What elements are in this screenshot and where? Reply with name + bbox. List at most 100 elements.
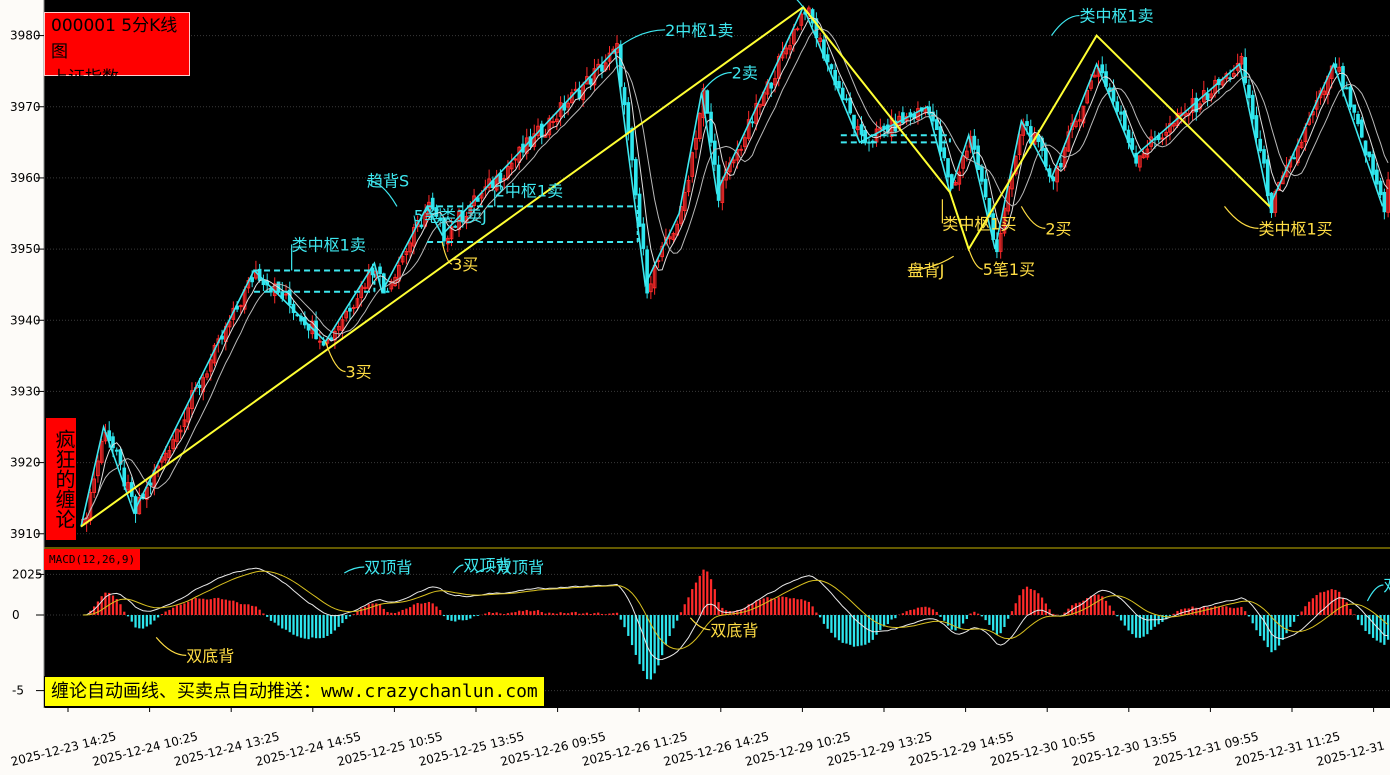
- candle-body: [1160, 137, 1165, 140]
- candle-body: [438, 217, 443, 221]
- annotation-label: 2卖: [732, 64, 758, 83]
- candle-body: [1171, 122, 1176, 127]
- pivot-zones: [254, 134, 951, 293]
- candle-body: [137, 497, 142, 515]
- candle-body: [344, 310, 349, 319]
- candle-body: [769, 82, 774, 89]
- candle-body: [1025, 121, 1029, 127]
- candle-body: [1337, 66, 1342, 72]
- annotation-arrow: [366, 179, 398, 207]
- annotation-label: 类中枢1卖: [1079, 7, 1153, 26]
- annotation-label: 双顶背: [496, 558, 544, 577]
- candle-body: [750, 121, 755, 124]
- candle-body: [878, 126, 883, 131]
- candle-body: [953, 182, 958, 186]
- candle-body: [957, 171, 962, 185]
- annotation-arrow: [441, 241, 453, 265]
- candle-body: [269, 288, 273, 293]
- candle-body: [415, 221, 420, 228]
- candle-body: [1017, 134, 1022, 156]
- candle-body: [1348, 86, 1353, 108]
- macd-lines: [82, 567, 1389, 661]
- candle-body: [1002, 207, 1007, 234]
- candle-body: [408, 242, 412, 253]
- candle-body: [378, 266, 382, 275]
- candle-body: [965, 150, 969, 159]
- candle-body: [555, 118, 559, 123]
- candle-body: [1141, 153, 1146, 159]
- candle-body: [1228, 77, 1232, 80]
- price-tick-label: 3940: [10, 313, 41, 327]
- candle-body: [1066, 131, 1071, 152]
- stroke-line: [80, 5, 1384, 527]
- candle-body: [201, 377, 206, 393]
- candle-body: [855, 126, 860, 131]
- candle-body: [336, 325, 341, 331]
- annotation-arrow: [1224, 206, 1259, 229]
- candle-body: [968, 136, 973, 148]
- candle-body: [1262, 149, 1266, 164]
- annotations: 类中枢1卖3买趋背S5笔类1卖J2中枢1卖3买2中枢1卖2卖类中枢1卖类中枢1买…: [291, 0, 1333, 382]
- annotation-label: 双顶背: [463, 556, 511, 575]
- candle-body: [182, 419, 187, 428]
- candle-body: [916, 108, 920, 121]
- candle-body: [746, 119, 751, 139]
- annotation-arrow: [701, 71, 732, 93]
- macd-tick-label: 2025: [12, 567, 43, 581]
- candle-body: [754, 103, 759, 124]
- candle-body: [1119, 111, 1123, 115]
- candle-body: [743, 137, 747, 148]
- candle-body: [795, 28, 800, 31]
- price-axis: 3910 3920 3930 3940 3950 3960 3970 3980: [10, 29, 44, 541]
- candle-body: [348, 307, 352, 312]
- candle-body: [634, 159, 638, 196]
- candle-body: [163, 452, 168, 461]
- candle-body: [114, 449, 119, 452]
- annotation-label: 类中枢1买: [1258, 219, 1332, 238]
- candle-body: [509, 162, 514, 170]
- candle-body: [1092, 74, 1097, 78]
- candle-body: [1115, 101, 1120, 112]
- candle-body: [934, 119, 939, 131]
- candle-body: [705, 90, 710, 114]
- candle-body: [840, 87, 845, 100]
- candle-body: [859, 124, 864, 135]
- candle-body: [1051, 176, 1056, 182]
- candle-body: [99, 440, 104, 463]
- candle-body: [1077, 119, 1082, 122]
- candle-body: [773, 78, 777, 86]
- candle-body: [1367, 151, 1372, 158]
- candle-body: [976, 145, 980, 170]
- candle-body: [1352, 104, 1357, 113]
- candle-body: [167, 450, 172, 459]
- candle-body: [1318, 90, 1323, 99]
- candle-body: [791, 28, 796, 45]
- candle-body: [1239, 55, 1244, 65]
- candle-body: [931, 111, 935, 122]
- candle-body: [1299, 141, 1304, 149]
- annotation-label: 3买: [345, 363, 371, 382]
- candle-body: [92, 478, 96, 493]
- candle-body: [1371, 154, 1375, 175]
- candle-body: [961, 155, 965, 169]
- price-tick-label: 3970: [10, 100, 41, 114]
- candle-body: [690, 152, 695, 177]
- candle-body: [682, 191, 687, 212]
- annotation-label: 类中枢1卖: [292, 235, 366, 254]
- candle-body: [532, 133, 537, 147]
- annotation-label: 双底背: [186, 646, 234, 665]
- candle-body: [987, 197, 992, 218]
- candle-body: [1296, 145, 1300, 164]
- annotation-arrow: [343, 566, 365, 574]
- candle-body: [329, 337, 333, 341]
- annotation-arrow: [796, 0, 804, 8]
- annotation-label: 趋背S: [367, 171, 409, 190]
- candle-body: [566, 102, 570, 108]
- annotation-label: 2中枢1卖: [665, 21, 733, 40]
- candle-body: [1194, 97, 1199, 113]
- candle-body: [1205, 93, 1210, 101]
- candle-body: [351, 307, 356, 310]
- macd-tick-label: 0: [12, 608, 20, 622]
- annotation-arrow: [452, 564, 464, 574]
- candle-body: [1074, 120, 1078, 127]
